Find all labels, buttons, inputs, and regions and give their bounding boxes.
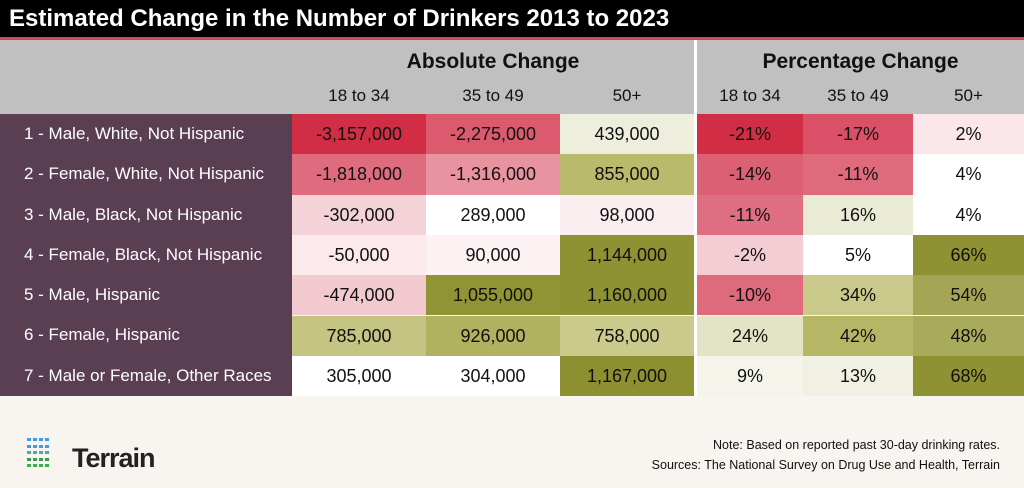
col-abs-18-34: 18 to 34 [328, 86, 390, 105]
absolute-cell: -302,000 [292, 194, 426, 235]
logo-dot [45, 457, 49, 461]
percentage-cell: -17% [803, 114, 913, 155]
logo-dot [45, 464, 49, 467]
row-label: 6 - Female, Hispanic [24, 325, 180, 345]
percentage-cell: 2% [913, 114, 1024, 155]
absolute-cell: 439,000 [560, 114, 694, 155]
percentage-cell: -14% [697, 154, 803, 195]
percentage-cell: 48% [913, 315, 1024, 356]
absolute-cell: 1,055,000 [426, 275, 560, 316]
percentage-cell: 66% [913, 234, 1024, 276]
absolute-cell: -1,818,000 [292, 154, 426, 195]
absolute-cell: -3,157,000 [292, 114, 426, 155]
logo-dot [33, 457, 37, 461]
logo-dot [45, 444, 49, 448]
logo-dot [27, 457, 31, 461]
row-label: 2 - Female, White, Not Hispanic [24, 164, 264, 184]
sources-text: Sources: The National Survey on Drug Use… [651, 458, 1000, 472]
absolute-cell: 758,000 [560, 315, 694, 356]
absolute-cell: 304,000 [426, 355, 560, 397]
absolute-cell: 289,000 [426, 194, 560, 235]
row-label: 1 - Male, White, Not Hispanic [24, 124, 245, 143]
percentage-cell: -11% [803, 154, 913, 195]
absolute-cell: -1,316,000 [426, 154, 560, 195]
absolute-cell: 926,000 [426, 315, 560, 356]
logo-dot [45, 451, 49, 454]
absolute-cell: -2,275,000 [426, 114, 560, 155]
percentage-cell: 54% [913, 275, 1024, 316]
logo-dot [39, 464, 43, 467]
percentage-cell: -21% [697, 114, 803, 155]
chart-title: Estimated Change in the Number of Drinke… [0, 0, 1024, 37]
absolute-cell: 855,000 [560, 154, 694, 195]
percentage-cell: -10% [697, 275, 803, 316]
row-label: 4 - Female, Black, Not Hispanic [24, 244, 263, 264]
percentage-cell: 4% [913, 154, 1024, 195]
logo-dot [27, 444, 31, 448]
row-label: 3 - Male, Black, Not Hispanic [24, 204, 243, 224]
percentage-cell: -2% [697, 234, 803, 276]
absolute-cell: 1,160,000 [560, 275, 694, 316]
absolute-cell: -474,000 [292, 275, 426, 316]
logo-dot [27, 451, 31, 454]
logo-dot [33, 464, 37, 467]
table-header: Absolute Change Percentage Change 18 to … [0, 40, 1024, 114]
percentage-cell: 42% [803, 315, 913, 356]
col-pct-35-49: 35 to 49 [827, 86, 889, 105]
percentage-cell: 34% [803, 275, 913, 316]
absolute-cell: 785,000 [292, 315, 426, 356]
col-abs-50plus: 50+ [612, 86, 642, 105]
logo-dot [39, 444, 43, 448]
column-divider [694, 40, 697, 396]
logo-dot [33, 444, 37, 448]
row-label: 5 - Male, Hispanic [24, 285, 161, 305]
col-pct-50plus: 50+ [954, 86, 983, 105]
percentage-cell: 9% [697, 355, 803, 397]
absolute-cell: 90,000 [426, 234, 560, 276]
row-label: 7 - Male or Female, Other Races [24, 365, 272, 385]
absolute-cell: -50,000 [292, 234, 426, 276]
logo-dot [39, 457, 43, 461]
logo-dot [27, 438, 31, 441]
absolute-cell: 1,144,000 [560, 234, 694, 276]
percentage-cell: 13% [803, 355, 913, 397]
logo-dot [45, 438, 49, 441]
percentage-cell: -11% [697, 194, 803, 235]
note-text: Note: Based on reported past 30-day drin… [713, 438, 1000, 452]
row-labels: 1 - Male, White, Not Hispanic 2 - Female… [0, 114, 292, 396]
logo-dot [39, 451, 43, 454]
percentage-cell: 16% [803, 194, 913, 235]
percentage-cell: 68% [913, 355, 1024, 397]
logo-dot [33, 451, 37, 454]
group-absolute: Absolute Change [406, 50, 580, 73]
percentage-cell: 5% [803, 234, 913, 276]
logo-dot [27, 464, 31, 467]
absolute-cell: 98,000 [560, 194, 694, 235]
group-percentage: Percentage Change [762, 50, 959, 73]
col-pct-18-34: 18 to 34 [719, 86, 781, 105]
logo-dot [39, 438, 43, 441]
absolute-cell: 1,167,000 [560, 355, 694, 397]
percentage-cell: 4% [913, 194, 1024, 235]
absolute-cell: 305,000 [292, 355, 426, 397]
logo-text: Terrain [72, 443, 156, 473]
logo-dot [33, 438, 37, 441]
col-abs-35-49: 35 to 49 [462, 86, 524, 105]
title-rule [0, 37, 1024, 40]
percentage-cell: 24% [697, 315, 803, 356]
